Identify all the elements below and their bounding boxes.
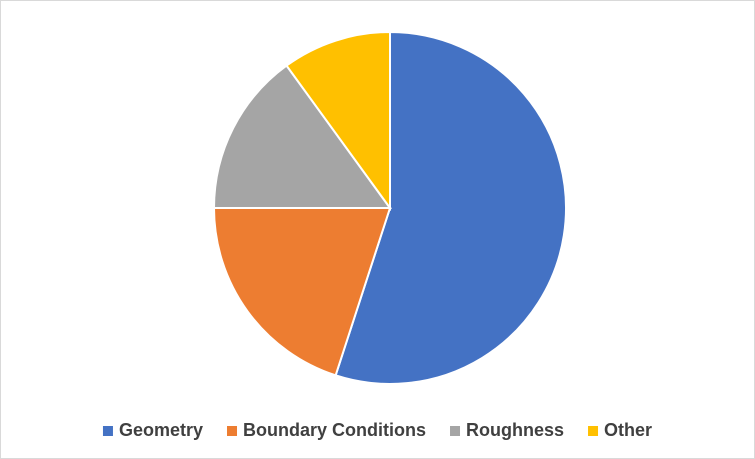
- pie-slice: [212, 207, 392, 377]
- legend-label: Other: [604, 420, 652, 440]
- pie-slice: [285, 30, 391, 212]
- legend-marker: [227, 426, 238, 436]
- legend-marker: [588, 426, 599, 436]
- pie-slice: [212, 64, 392, 209]
- pie-slice: [334, 30, 567, 385]
- legend-label: Roughness: [466, 420, 564, 440]
- legend-label: Boundary Conditions: [243, 420, 426, 440]
- legend-marker: [102, 426, 113, 436]
- legend-label: Geometry: [119, 420, 203, 440]
- legend-marker: [450, 426, 461, 436]
